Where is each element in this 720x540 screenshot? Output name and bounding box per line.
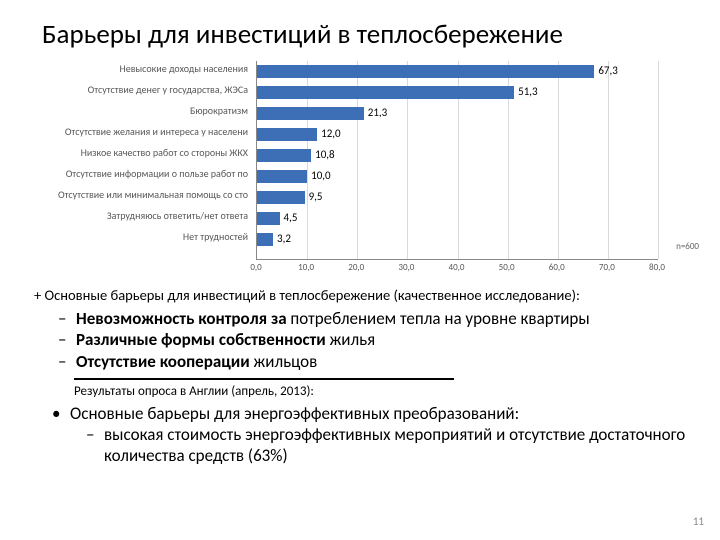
bar	[257, 233, 273, 246]
y-category-label: Отсутствие денег у государства, ЖЭСа	[32, 85, 248, 96]
bar-value-label: 9,5	[309, 190, 323, 204]
bar-value-label: 67,3	[598, 64, 617, 78]
page-number: 11	[693, 515, 704, 528]
x-axis-labels	[475, 241, 613, 257]
qual-bold: Различные формы собственности	[76, 329, 326, 350]
barrier-chart: Невысокие доходы населенияОтсутствие ден…	[38, 57, 703, 282]
gridline	[608, 61, 609, 259]
qual-bold: Отсутствие кооперации	[76, 351, 250, 372]
qualitative-item: Различные формы собственности жилья	[58, 329, 696, 350]
bar-value-label: 10,8	[315, 148, 334, 162]
bar-value-label: 51,3	[518, 85, 537, 99]
bar	[257, 128, 317, 141]
survey-caption: Результаты опроса в Англии (апрель, 2013…	[74, 384, 696, 399]
y-category-label: Низкое качество работ со стороны ЖКХ	[32, 148, 248, 159]
body-text: + Основные барьеры для инвестиций в тепл…	[34, 286, 696, 467]
x-tick-label: 20,0	[348, 262, 364, 273]
y-category-label: Нет трудностей	[32, 232, 248, 243]
y-category-label: Бюрократизм	[32, 106, 248, 117]
qual-rest: потреблением тепла на уровне квартиры	[287, 308, 590, 329]
gridline	[558, 61, 559, 259]
plot-area: 67,3 51,3 21,3 12,0 10,8 10,0 9,5 4,5 3,2	[256, 61, 658, 260]
sample-size-label: n=600	[676, 241, 699, 252]
gridline	[658, 61, 659, 259]
bar	[257, 86, 514, 99]
bar-value-label: 12,0	[321, 127, 340, 141]
x-tick-label: 30,0	[398, 262, 414, 273]
page-title: Барьеры для инвестиций в теплосбережение	[42, 18, 696, 51]
uk-sub-list: высокая стоимость энергоэффективных меро…	[86, 424, 696, 467]
divider	[74, 378, 454, 380]
qual-rest: жильцов	[250, 351, 318, 372]
uk-sub-item: высокая стоимость энергоэффективных меро…	[86, 424, 696, 467]
bar	[257, 149, 311, 162]
y-category-label: Отсутствие желания и интереса у населени	[32, 127, 248, 138]
bar	[257, 191, 305, 204]
uk-bullet-item: Основные барьеры для энергоэффективных п…	[52, 403, 696, 467]
qualitative-item: Невозможность контроля за потреблением т…	[58, 308, 696, 329]
slide: Барьеры для инвестиций в теплосбережение…	[0, 0, 720, 540]
y-category-label: Отсутствие или минимальная помощь со сто	[32, 190, 248, 201]
qualitative-intro: + Основные барьеры для инвестиций в тепл…	[34, 286, 696, 304]
x-tick-label: 10,0	[298, 262, 314, 273]
x-tick-label: 0,0	[250, 262, 261, 273]
x-axis-ticks: 0,010,020,030,040,050,060,070,080,0	[256, 262, 658, 278]
qual-rest: жилья	[326, 329, 375, 350]
y-category-label: Отсутствие информации о пользе работ по	[32, 169, 248, 180]
bar-value-label: 4,5	[284, 211, 298, 225]
x-tick-label: 40,0	[449, 262, 465, 273]
y-category-label: Затрудняюсь ответить/нет ответа	[32, 211, 248, 222]
bar-value-label: 10,0	[311, 169, 330, 183]
qualitative-item: Отсутствие кооперации жильцов	[58, 351, 696, 372]
bar	[257, 65, 594, 78]
uk-sub-text: высокая стоимость энергоэффективных меро…	[104, 424, 685, 466]
bar	[257, 212, 280, 225]
uk-list: Основные барьеры для энергоэффективных п…	[52, 403, 696, 467]
qualitative-list: Невозможность контроля за потреблением т…	[58, 308, 696, 372]
bar	[257, 170, 307, 183]
x-tick-label: 60,0	[549, 262, 565, 273]
y-category-label: Невысокие доходы населения	[32, 64, 248, 75]
bar	[257, 107, 364, 120]
x-tick-label: 50,0	[499, 262, 515, 273]
bar-value-label: 21,3	[368, 106, 387, 120]
uk-bullet-text: Основные барьеры для энергоэффективных п…	[70, 403, 519, 424]
x-tick-label: 80,0	[649, 262, 665, 273]
qual-bold: Невозможность контроля за	[76, 308, 287, 329]
bar-value-label: 3,2	[277, 232, 291, 246]
x-tick-label: 70,0	[599, 262, 615, 273]
